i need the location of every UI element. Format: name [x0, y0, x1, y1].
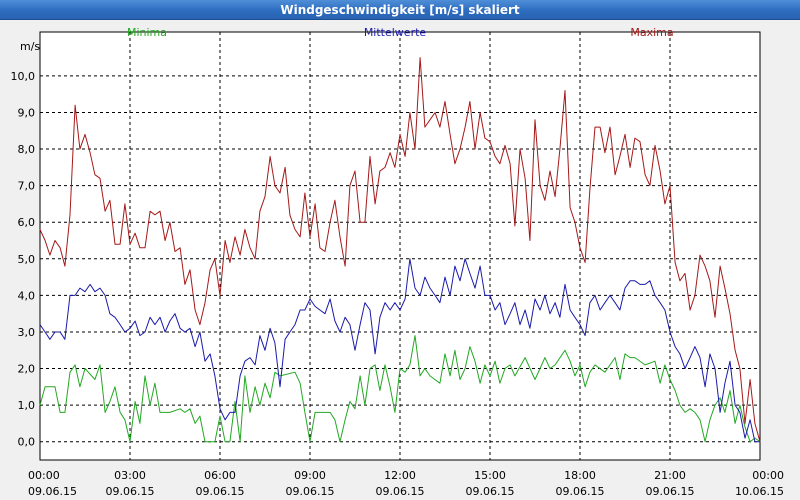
- y-tick-label: 9,0: [18, 106, 36, 119]
- x-tick-date: 09.06.15: [28, 485, 77, 498]
- legend-minima: Minima: [127, 26, 167, 39]
- x-tick-date: 09.06.15: [646, 485, 695, 498]
- series-line-mittelwerte: [39, 258, 760, 443]
- legend: Minima Mittelwerte Maxima: [127, 26, 674, 39]
- y-tick-label: 5,0: [18, 253, 36, 266]
- x-tick-time: 21:00: [654, 469, 686, 482]
- y-tick-label: 10,0: [11, 70, 36, 83]
- x-tick-time: 18:00: [564, 469, 596, 482]
- y-tick-label: 1,0: [18, 399, 36, 412]
- y-tick-label: 2,0: [18, 363, 36, 376]
- x-tick-time: 03:00: [114, 469, 146, 482]
- x-tick-time: 06:00: [204, 469, 236, 482]
- x-tick-date: 09.06.15: [196, 485, 245, 498]
- legend-maxima: Maxima: [630, 26, 673, 39]
- x-tick-date: 09.06.15: [106, 485, 155, 498]
- x-tick-time: 12:00: [384, 469, 416, 482]
- series-line-maxima: [39, 57, 761, 442]
- x-tick-date: 09.06.15: [286, 485, 335, 498]
- x-tick-time: 09:00: [294, 469, 326, 482]
- y-tick-labels: 0,0 1,0 2,0 3,0 4,0 5,0 6,0 7,0 8,0 9,0 10,0: [11, 70, 36, 449]
- y-tick-label: 3,0: [18, 326, 36, 339]
- y-tick-label: 7,0: [18, 180, 36, 193]
- series-lines: [39, 57, 761, 443]
- x-tick-time: 00:00: [28, 469, 60, 482]
- x-tick-date: 09.06.15: [556, 485, 605, 498]
- chart-title: Windgeschwindigkeit [m/s] skaliert: [0, 0, 800, 20]
- x-tick-time: 15:00: [474, 469, 506, 482]
- y-tick-label: 6,0: [18, 216, 36, 229]
- x-tick-date: 09.06.15: [376, 485, 425, 498]
- x-tick-date: 09.06.15: [466, 485, 515, 498]
- y-axis-label: m/s: [20, 40, 40, 53]
- x-tick-labels: 00:00 09.06.15 03:00 09.06.15 06:00 09.06.15 0…: [28, 469, 784, 498]
- y-tick-label: 4,0: [18, 289, 36, 302]
- legend-mittelwerte: Mittelwerte: [364, 26, 427, 39]
- y-tick-label: 8,0: [18, 143, 36, 156]
- series-line-minima: [39, 335, 761, 443]
- x-tick-date: 10.06.15: [735, 485, 784, 498]
- y-tick-label: 0,0: [18, 436, 36, 449]
- x-tick-time: 00:00: [752, 469, 784, 482]
